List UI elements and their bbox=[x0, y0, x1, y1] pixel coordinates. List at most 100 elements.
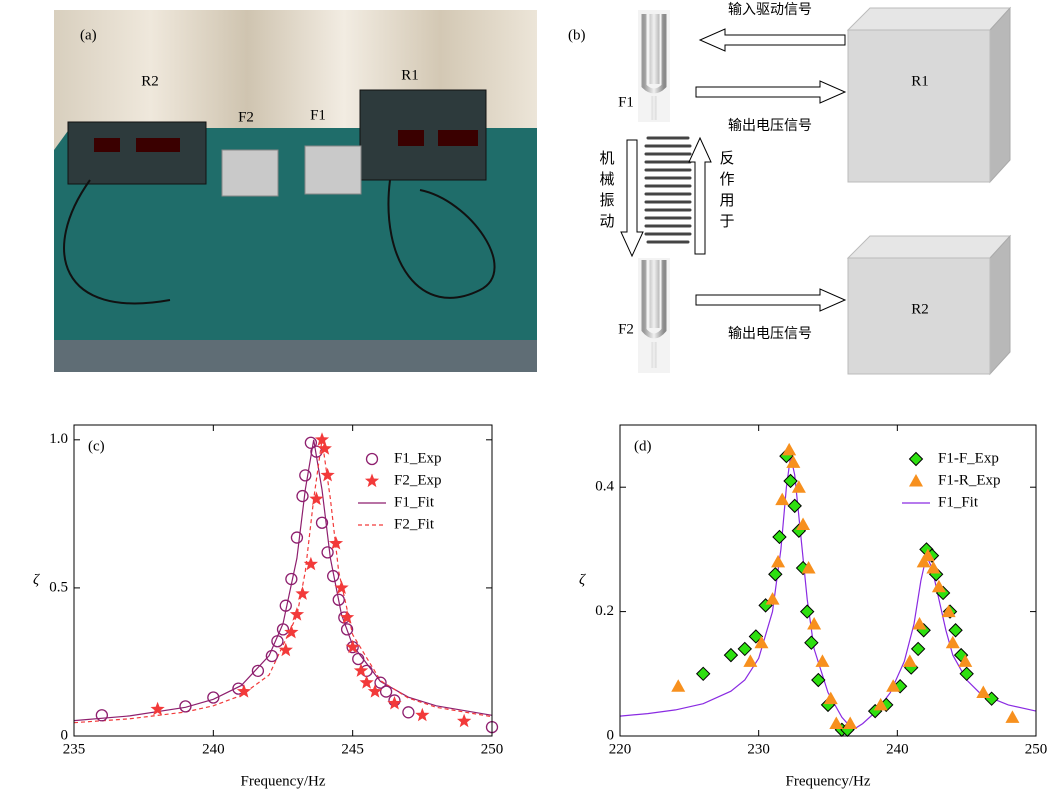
fork-stand-f2 bbox=[221, 149, 279, 197]
device-r2 bbox=[67, 121, 207, 185]
data-point bbox=[374, 676, 387, 689]
data-point bbox=[285, 572, 298, 586]
fork-label: F2 bbox=[618, 321, 634, 337]
y-tick-label: 0.5 bbox=[49, 579, 68, 595]
data-point bbox=[926, 561, 941, 574]
arrow-label: 输入驱动信号 bbox=[728, 2, 812, 18]
data-point bbox=[345, 639, 360, 654]
data-point bbox=[771, 554, 786, 568]
data-point bbox=[309, 491, 324, 506]
box-top bbox=[846, 7, 1012, 31]
data-point bbox=[723, 647, 739, 663]
data-point bbox=[748, 629, 764, 644]
display bbox=[94, 138, 120, 152]
y-tick-label: 0 bbox=[61, 727, 69, 743]
spring bbox=[644, 136, 692, 244]
diagram: (b) F1 F2 输入驱动信号 输出电压信号 输出电压信号 机械振动 反作用于… bbox=[568, 2, 1012, 376]
data-point bbox=[340, 623, 354, 636]
panel-label: (a) bbox=[80, 27, 97, 43]
data-point bbox=[843, 716, 858, 730]
fork-stand-f1 bbox=[304, 145, 362, 195]
x-tick-label: 240 bbox=[886, 741, 909, 757]
data-point bbox=[948, 623, 963, 638]
data-point bbox=[327, 569, 340, 583]
data-point bbox=[695, 666, 711, 682]
panel-label: (b) bbox=[568, 27, 586, 43]
data-point bbox=[737, 641, 753, 657]
legend-label: F1_Fit bbox=[938, 494, 979, 510]
data-point bbox=[276, 623, 290, 636]
x-tick-label: 240 bbox=[202, 741, 225, 757]
data-point bbox=[1005, 710, 1020, 723]
data-point bbox=[815, 654, 830, 667]
data-point bbox=[886, 679, 901, 692]
arrow bbox=[688, 136, 712, 255]
data-point bbox=[796, 517, 811, 531]
fork-label: F1 bbox=[618, 94, 634, 110]
data-point bbox=[910, 641, 926, 657]
arrow bbox=[698, 28, 846, 52]
data-point bbox=[332, 593, 345, 606]
x-axis-label: Frequency/Hz bbox=[241, 773, 326, 789]
data-point bbox=[791, 480, 806, 493]
data-point bbox=[402, 706, 415, 719]
legend-label: F2_Fit bbox=[394, 516, 435, 532]
box-label: R2 bbox=[911, 301, 929, 317]
x-tick-label: 235 bbox=[63, 741, 86, 757]
data-point bbox=[787, 498, 802, 514]
legend-marker bbox=[908, 451, 924, 467]
data-point bbox=[379, 685, 393, 698]
data-point bbox=[328, 536, 344, 550]
data-point bbox=[359, 675, 374, 689]
data-point bbox=[772, 529, 787, 545]
y-tick-label: 0.2 bbox=[595, 603, 614, 619]
data-point bbox=[807, 617, 822, 630]
data-point bbox=[315, 516, 329, 529]
legend-marker bbox=[909, 474, 923, 487]
data-point bbox=[873, 697, 888, 711]
plot-frame bbox=[619, 424, 1037, 737]
data-point bbox=[314, 432, 330, 446]
data-point bbox=[829, 716, 844, 730]
data-point bbox=[340, 610, 355, 624]
x-tick-label: 250 bbox=[1025, 741, 1048, 757]
data-point bbox=[317, 441, 332, 455]
data-point bbox=[671, 679, 686, 692]
y-tick-label: 0 bbox=[607, 727, 615, 743]
data-point bbox=[931, 579, 946, 593]
plot-frame bbox=[73, 424, 493, 737]
legend-label: F1-F_Exp bbox=[938, 450, 999, 466]
arrow bbox=[620, 139, 644, 258]
arrow-label: 输出电压信号 bbox=[728, 118, 812, 134]
box bbox=[847, 29, 991, 183]
device-label: R2 bbox=[141, 73, 159, 89]
vertical-label: 反作用于 bbox=[718, 150, 736, 234]
data-point bbox=[251, 664, 265, 677]
data-point bbox=[95, 709, 109, 722]
y-tick-label: 0.4 bbox=[595, 479, 614, 495]
data-point bbox=[782, 442, 797, 456]
data-point bbox=[367, 684, 383, 698]
data-point bbox=[912, 617, 927, 630]
data-point bbox=[941, 604, 956, 618]
data-point bbox=[804, 635, 819, 650]
fork-label: F2 bbox=[238, 109, 254, 125]
data-point bbox=[786, 455, 801, 468]
data-point bbox=[179, 700, 192, 713]
x-tick-label: 230 bbox=[747, 741, 770, 757]
box-top bbox=[846, 235, 1012, 259]
data-point bbox=[743, 654, 758, 667]
data-point bbox=[207, 691, 220, 704]
data-point bbox=[775, 492, 790, 506]
data-point bbox=[289, 607, 305, 621]
data-point bbox=[801, 561, 816, 574]
fit-line bbox=[619, 455, 1037, 731]
data-point bbox=[320, 467, 335, 482]
tuning-fork bbox=[641, 260, 667, 368]
legend-label: F1_Fit bbox=[394, 494, 435, 510]
data-point bbox=[811, 672, 826, 688]
data-point bbox=[352, 652, 365, 666]
data-point bbox=[783, 473, 798, 489]
